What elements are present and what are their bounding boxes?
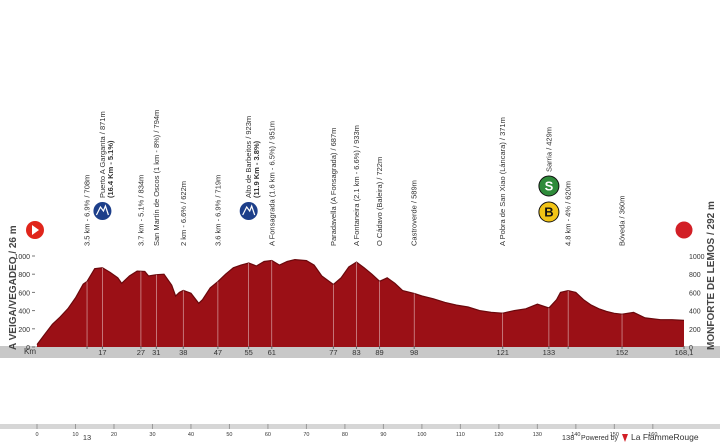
km-bar [0,346,720,358]
waypoint-km: 83 [352,348,360,357]
waypoint-km: 61 [268,348,276,357]
finish-km: 168,1 [675,348,694,357]
finish-name: MONFORTE DE LEMOS / 292 m [706,201,717,350]
waypoint-label: 3.5 km - 6.9% / 708m [83,175,92,246]
waypoint-km: 89 [375,348,383,357]
x-tick-label: 90 [380,432,386,438]
x-tick-label: 150 [610,432,619,438]
x-tick-label: 60 [265,432,271,438]
x-tick-label: 160 [648,432,657,438]
waypoint-km: 98 [410,348,418,357]
finish-icon [674,220,694,240]
y-tick-label-right: 800 [689,272,701,279]
brand: La FlammeRouge [631,432,699,442]
x-tick-label: 100 [417,432,426,438]
x-tick-label: 110 [456,432,465,438]
waypoint-km: 47 [214,348,222,357]
x-tick-label: 70 [303,432,309,438]
waypoint-climb: (11.9 Km - 3.8%) [252,140,261,198]
credit: Powered by [581,435,618,442]
y-tick-label: 600 [18,290,30,297]
waypoint-label: A Fontaneira (2.1 km - 6.6%) / 933m [352,125,361,246]
y-tick-label-right: 200 [689,327,701,334]
waypoint-label: Alto de Barbeitos / 923m [244,116,253,198]
y-tick-label: 1000 [14,254,30,261]
icon-letter: S [545,179,554,194]
waypoint-label: 4.8 km - 4% / 620m [564,181,573,246]
waypoint-km: 17 [98,348,106,357]
waypoint-km: 31 [152,348,160,357]
waypoint-label: Sarria / 429m [544,127,553,172]
waypoint-km: 27 [137,348,145,357]
y-tick-label: 200 [18,327,30,334]
waypoint-label: Bóveda / 360m [618,196,627,246]
icon-1 [538,201,560,223]
waypoint-label: Castroverde / 589m [410,180,419,246]
x-tick-label: 30 [149,432,155,438]
x-tick-label: 20 [111,432,117,438]
elevation-line [36,258,685,345]
y-tick-label-right: 400 [689,309,701,316]
climb-icon [93,202,112,220]
waypoint-km: 13 [83,433,91,442]
brand-logo [622,434,628,442]
waypoint-label: Paradavella (A Fonsagrada) / 687m [329,128,338,246]
waypoint-km: 55 [245,348,253,357]
climb-icon [239,202,258,220]
waypoint-label: A Pobra de San Xiao (Láncara) / 371m [498,117,507,246]
icon-letter: B [544,205,553,220]
waypoint-label: San Martín de Oscos (1 km - 8%) / 794m [152,110,161,246]
x-tick-label: 140 [571,432,580,438]
y-tick-label: 0 [26,345,30,352]
waypoint-km: 121 [496,348,509,357]
waypoint-km: 138 [562,433,575,442]
y-tick-label: 800 [18,272,30,279]
x-axis-label: Km [24,347,36,356]
y-tick-label-right: 600 [689,290,701,297]
icon-0 [538,175,560,197]
start-arrow [32,225,39,235]
waypoint-label: 3.7 km - 5.1% / 834m [136,175,145,246]
x-tick-label: 50 [226,432,232,438]
waypoint-km: 38 [179,348,187,357]
x-tick-label: 80 [342,432,348,438]
climb-icon-peaks [95,204,110,216]
waypoint-climb: (16.4 Km - 5.1%) [106,140,115,198]
waypoint-label: A Fonsagrada (1.6 km - 6.5%) / 951m [267,121,276,246]
waypoint-km: 77 [329,348,337,357]
x-tick-label: 40 [188,432,194,438]
y-tick-label-right: 0 [689,345,693,352]
waypoint-label: 3.6 km - 6.9% / 719m [213,175,222,246]
waypoint-km: 152 [616,348,629,357]
climb-icon-peaks [242,204,256,216]
x-tick-label: 120 [494,432,503,438]
scale-bar [0,424,720,429]
x-tick-label: 0 [35,432,38,438]
elevation-area [37,259,684,347]
start-name: A VEIGA/VEGADEO / 26 m [8,225,19,350]
x-tick-label: 130 [533,432,542,438]
y-tick-label-right: 1000 [689,254,705,261]
x-tick-label: 10 [72,432,78,438]
waypoint-label: 2 km - 6.6% / 622m [179,181,188,246]
waypoint-km: 133 [543,348,556,357]
y-tick-label: 400 [18,309,30,316]
waypoint-label: Puerto A Garganta / 871m [98,111,107,198]
waypoint-label: O Cádavo (Baleira) / 722m [375,157,384,246]
